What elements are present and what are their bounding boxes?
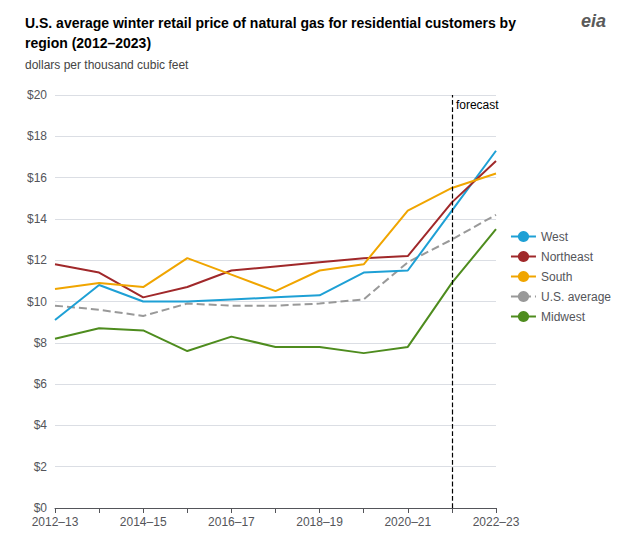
- svg-text:2014–15: 2014–15: [120, 515, 167, 529]
- svg-text:2012–13: 2012–13: [32, 515, 79, 529]
- svg-text:$12: $12: [27, 253, 47, 267]
- svg-text:Midwest: Midwest: [541, 310, 586, 324]
- svg-text:dollars per thousand cubic fee: dollars per thousand cubic feet: [25, 58, 189, 72]
- svg-text:2016–17: 2016–17: [208, 515, 255, 529]
- svg-text:2020–21: 2020–21: [384, 515, 431, 529]
- svg-text:$18: $18: [27, 129, 47, 143]
- svg-text:U.S. average winter retail pri: U.S. average winter retail price of natu…: [25, 15, 520, 31]
- svg-text:$2: $2: [34, 460, 48, 474]
- svg-text:$8: $8: [34, 336, 48, 350]
- svg-text:$4: $4: [34, 418, 48, 432]
- svg-text:region (2012–2023): region (2012–2023): [25, 35, 151, 51]
- svg-text:eia: eia: [581, 11, 606, 31]
- svg-text:South: South: [541, 270, 572, 284]
- svg-text:2022–23: 2022–23: [473, 515, 520, 529]
- svg-text:West: West: [541, 230, 569, 244]
- svg-text:$10: $10: [27, 295, 47, 309]
- svg-text:$20: $20: [27, 88, 47, 102]
- svg-text:forecast: forecast: [456, 98, 499, 112]
- svg-text:$14: $14: [27, 212, 47, 226]
- svg-text:$6: $6: [34, 377, 48, 391]
- svg-text:U.S. average: U.S. average: [541, 290, 611, 304]
- svg-text:$0: $0: [34, 501, 48, 515]
- svg-text:$16: $16: [27, 171, 47, 185]
- svg-text:Northeast: Northeast: [541, 250, 594, 264]
- svg-text:2018–19: 2018–19: [296, 515, 343, 529]
